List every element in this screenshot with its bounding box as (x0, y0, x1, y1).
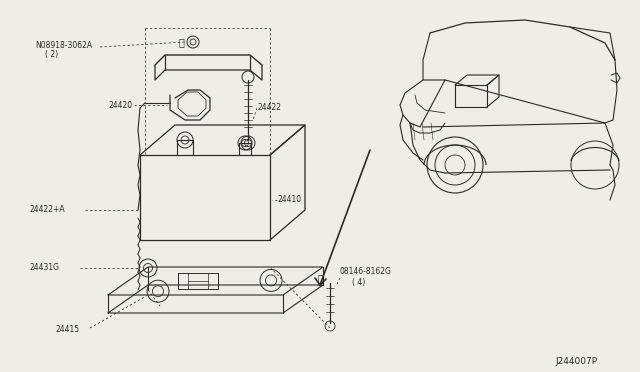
Text: 24431G: 24431G (30, 263, 60, 273)
Text: 24422+A: 24422+A (30, 205, 66, 215)
Text: 24420: 24420 (109, 100, 133, 109)
Text: 24415: 24415 (55, 326, 79, 334)
Text: 08146-8162G: 08146-8162G (340, 267, 392, 276)
Text: ( 2): ( 2) (45, 51, 58, 60)
Text: N08918-3062A: N08918-3062A (35, 41, 92, 49)
Text: J244007P: J244007P (555, 357, 597, 366)
Text: Ⓝ: Ⓝ (178, 37, 184, 47)
Text: 24422: 24422 (258, 103, 282, 112)
Text: Ⓑ: Ⓑ (317, 273, 323, 283)
Text: ( 4): ( 4) (352, 278, 365, 286)
Text: 24410: 24410 (278, 196, 302, 205)
